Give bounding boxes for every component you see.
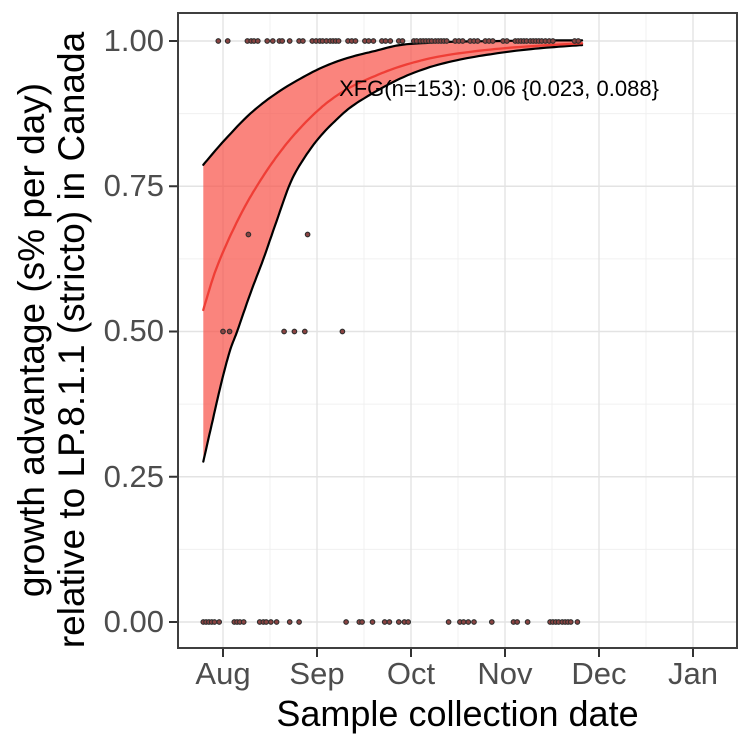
data-point xyxy=(281,328,287,335)
x-tick-label-dec: Dec xyxy=(571,656,627,691)
data-point xyxy=(550,38,556,44)
data-point xyxy=(359,619,365,625)
data-point xyxy=(488,619,495,625)
data-point xyxy=(301,328,308,335)
data-point xyxy=(387,38,394,44)
data-point xyxy=(263,619,270,625)
data-point xyxy=(443,38,450,44)
data-point xyxy=(335,38,342,44)
data-point xyxy=(489,38,496,44)
data-point xyxy=(445,619,452,625)
data-point xyxy=(245,231,252,238)
data-point xyxy=(304,231,311,238)
data-point xyxy=(370,38,377,44)
data-point xyxy=(216,619,223,625)
data-point xyxy=(504,38,510,44)
data-point xyxy=(224,38,231,44)
data-point xyxy=(474,38,481,44)
median-fit-line xyxy=(202,42,584,312)
data-point xyxy=(381,619,388,625)
data-point xyxy=(300,38,306,44)
data-point xyxy=(286,619,293,625)
fit-annotation: XFG(n=153): 0.06 {0.023, 0.088} xyxy=(339,76,659,101)
panel-border xyxy=(177,12,738,649)
data-point xyxy=(460,619,467,625)
data-point xyxy=(273,619,280,625)
data-point xyxy=(567,619,574,625)
x-axis-title: Sample collection date xyxy=(276,693,639,734)
data-point xyxy=(405,619,412,625)
data-point xyxy=(211,619,218,625)
data-point xyxy=(514,619,521,625)
confidence-ribbon xyxy=(203,40,583,462)
data-point xyxy=(352,38,359,44)
data-point xyxy=(471,619,477,625)
data-point xyxy=(286,38,293,44)
y-tick-label-0.00: 0.00 xyxy=(103,604,164,639)
data-point xyxy=(269,38,276,44)
data-point xyxy=(575,38,582,44)
data-point xyxy=(343,619,349,625)
data-point xyxy=(279,38,286,44)
data-point xyxy=(459,38,466,44)
x-tick-label-jan: Jan xyxy=(668,656,718,691)
data-point xyxy=(399,38,406,44)
data-point xyxy=(240,619,247,625)
data-point xyxy=(574,619,581,625)
x-tick-label-sep: Sep xyxy=(289,656,345,691)
y-axis-title: growth advantage (s% per day) relative t… xyxy=(11,0,92,720)
data-point xyxy=(226,328,233,335)
data-point xyxy=(386,619,393,625)
data-point xyxy=(220,328,226,335)
data-point xyxy=(339,328,346,335)
data-point xyxy=(382,38,389,44)
data-point xyxy=(395,619,402,625)
x-tick-label-oct: Oct xyxy=(386,656,436,691)
data-point xyxy=(264,38,271,44)
y-tick-label-0.25: 0.25 xyxy=(103,459,164,494)
x-tick-label-aug: Aug xyxy=(195,656,251,691)
data-point xyxy=(365,38,372,44)
data-point xyxy=(215,38,222,44)
plot-panel xyxy=(169,12,738,657)
data-point xyxy=(369,619,376,625)
data-point xyxy=(254,38,261,44)
y-axis-title-line2: relative to LP.8.1.1 (stricto) in Canada xyxy=(51,31,92,649)
data-point xyxy=(524,619,531,625)
data-point xyxy=(291,328,298,335)
y-axis-title-line1: growth advantage (s% per day) xyxy=(11,82,52,598)
y-tick-label-1.00: 1.00 xyxy=(103,23,164,58)
x-tick-label-nov: Nov xyxy=(477,656,533,691)
data-point xyxy=(465,619,472,625)
data-point xyxy=(268,619,274,625)
data-point xyxy=(296,619,302,625)
y-tick-label-0.50: 0.50 xyxy=(103,313,164,348)
y-tick-label-0.75: 0.75 xyxy=(103,168,164,203)
ribbon-lower-bound-line xyxy=(202,43,584,463)
